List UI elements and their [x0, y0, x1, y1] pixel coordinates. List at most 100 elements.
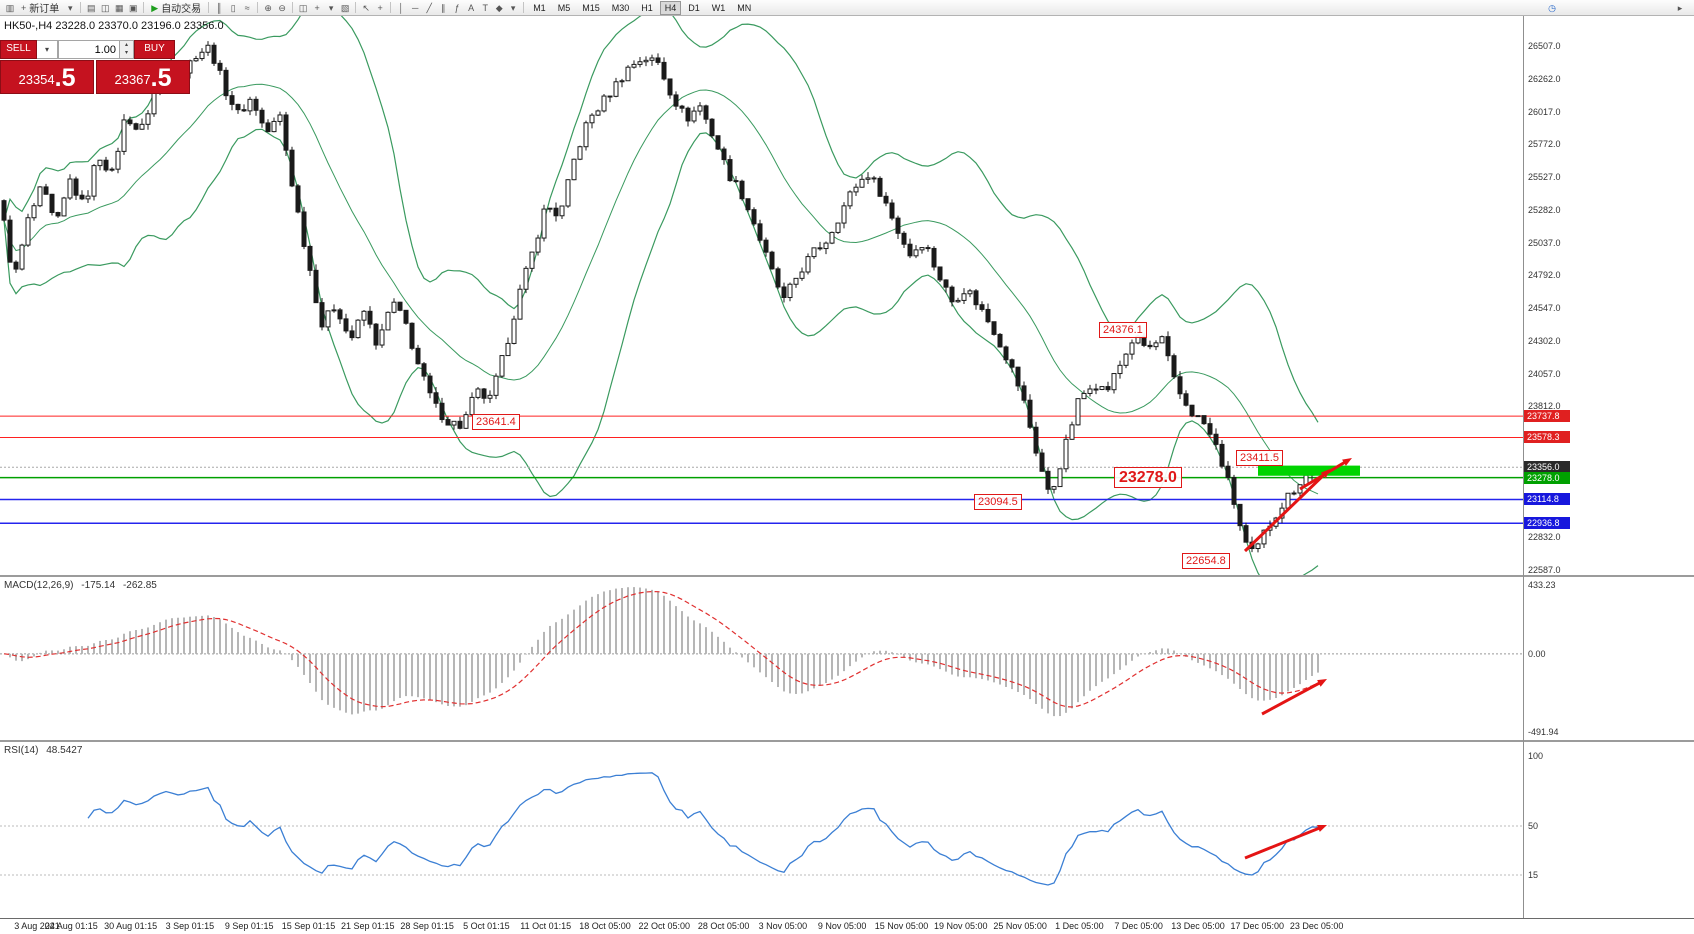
time-axis-label: 24 Aug 01:15	[44, 921, 98, 931]
indicators-icon[interactable]: +	[314, 2, 320, 13]
time-axis-label: 28 Sep 01:15	[400, 921, 454, 931]
volume-stepper[interactable]: ▴ ▾	[120, 40, 134, 59]
timeframe-h1[interactable]: H1	[641, 2, 653, 13]
price-annotation[interactable]: 24376.1	[1099, 322, 1147, 338]
tile-windows-icon[interactable]: ◫	[298, 2, 308, 13]
channel-icon[interactable]: ∥	[440, 2, 446, 13]
price-axis-label: 26262.0	[1528, 73, 1561, 84]
bar-chart-icon[interactable]: ║	[215, 2, 223, 13]
price-tag: 23278.0	[1524, 471, 1570, 484]
market-watch-icon[interactable]: ▤	[87, 2, 96, 13]
rsi-indicator-label: RSI(14) 48.5427	[4, 745, 82, 756]
price-chart-canvas[interactable]	[0, 15, 1694, 575]
crosshair-icon[interactable]: +	[377, 2, 383, 13]
macd-main-value: -175.14	[81, 580, 116, 591]
time-axis-label: 5 Oct 01:15	[463, 921, 510, 931]
timeframe-mn[interactable]: MN	[737, 2, 752, 13]
sell-price-display[interactable]: 23354.5	[0, 60, 94, 94]
time-axis-label: 30 Aug 01:15	[104, 921, 158, 931]
price-axis-label: 22832.0	[1528, 532, 1561, 543]
clock-icon[interactable]: ◷	[1548, 2, 1556, 13]
stepper-up-icon[interactable]: ▴	[124, 42, 128, 48]
timeframe-m1[interactable]: M1	[533, 2, 546, 13]
rsi-value: 48.5427	[46, 745, 83, 756]
timeframe-m15[interactable]: M15	[582, 2, 600, 13]
zoom-out-icon[interactable]: ⊖	[278, 2, 286, 13]
timeframe-m5[interactable]: M5	[557, 2, 571, 13]
macd-panel-canvas[interactable]	[0, 577, 1694, 740]
new-order-button-icon: +	[21, 2, 27, 13]
zoom-in-icon[interactable]: ⊕	[264, 2, 272, 13]
price-axis-label: 25527.0	[1528, 172, 1561, 182]
macd-signal-value: -262.85	[122, 580, 157, 591]
line-chart-icon[interactable]: ≈	[244, 2, 250, 13]
new-order-button[interactable]: + 新订单	[17, 1, 63, 16]
expand-toolbar-icon[interactable]: ▸	[1677, 2, 1683, 13]
sell-price-fraction: .5	[54, 64, 76, 92]
chevron-down-icon[interactable]: ▾	[68, 2, 73, 13]
volume-dropdown[interactable]: ▾	[37, 40, 58, 59]
time-axis-label: 11 Oct 01:15	[520, 921, 572, 931]
time-axis-label: 18 Oct 05:00	[579, 921, 631, 931]
panel-separator[interactable]	[0, 740, 1694, 742]
rsi-axis-label: 15	[1528, 870, 1539, 880]
time-axis-label: 13 Dec 05:00	[1171, 921, 1225, 931]
horizontal-line-icon[interactable]: ─	[411, 2, 419, 13]
timeframe-m30[interactable]: M30	[611, 2, 630, 13]
macd-axis-label: -491.94	[1528, 727, 1559, 737]
toolbar-separator	[355, 2, 357, 13]
price-annotation[interactable]: 23278.0	[1114, 467, 1182, 488]
buy-button[interactable]: BUY	[134, 40, 175, 59]
panel-separator[interactable]	[0, 575, 1694, 577]
shapes-icon[interactable]: ◆	[495, 2, 503, 13]
time-axis-label: 19 Nov 05:00	[934, 921, 988, 931]
chevron-down-icon[interactable]: ▾	[328, 2, 334, 13]
toolbar-separator	[390, 2, 392, 13]
label-icon[interactable]: T	[482, 2, 488, 13]
time-axis-label: 3 Aug 2021	[14, 921, 60, 931]
candlestick-chart-icon[interactable]: ▯	[230, 2, 236, 13]
timeframe-h4[interactable]: H4	[659, 0, 682, 15]
new-chart-icon[interactable]: ▥	[5, 2, 15, 13]
price-tag: 23356.0	[1524, 461, 1570, 474]
timeframe-w1[interactable]: W1	[711, 2, 726, 13]
autotrade-button[interactable]: ▶ 自动交易	[147, 1, 205, 16]
rsi-panel-canvas[interactable]	[0, 742, 1694, 918]
rsi-axis-label: 100	[1528, 751, 1544, 761]
toolbar-separator	[292, 2, 294, 13]
price-axis-line	[1523, 15, 1524, 918]
price-axis-label: 26017.0	[1528, 106, 1561, 117]
trendline-icon[interactable]: ╱	[426, 2, 432, 13]
price-annotation[interactable]: 23641.4	[472, 414, 520, 430]
macd-axis-label: 433.23	[1528, 580, 1556, 590]
stepper-down-icon[interactable]: ▾	[124, 50, 128, 56]
toolbar-separator	[80, 2, 82, 13]
buy-price-display[interactable]: 23367.5	[96, 60, 190, 94]
data-window-icon[interactable]: ◫	[101, 2, 110, 13]
price-tag: 22936.8	[1524, 517, 1570, 530]
navigator-icon[interactable]: ▦	[115, 2, 124, 13]
vertical-line-icon[interactable]: │	[398, 2, 404, 13]
price-annotation[interactable]: 23094.5	[974, 494, 1022, 510]
templates-icon[interactable]: ▧	[340, 2, 350, 13]
terminal-icon[interactable]: ▣	[129, 2, 138, 13]
price-annotation[interactable]: 23411.5	[1236, 450, 1283, 466]
price-axis-label: 23812.0	[1528, 401, 1561, 412]
toolbar-separator	[257, 2, 259, 13]
macd-name: MACD(12,26,9)	[4, 580, 74, 591]
price-axis-label: 24057.0	[1528, 368, 1561, 379]
chevron-down-icon[interactable]: ▾	[510, 2, 516, 13]
volume-input[interactable]	[58, 40, 120, 59]
time-axis-label: 22 Oct 05:00	[638, 921, 691, 931]
cursor-icon[interactable]: ↖	[362, 2, 370, 13]
text-icon[interactable]: A	[468, 2, 475, 13]
timeframe-d1[interactable]: D1	[688, 2, 700, 13]
sell-button[interactable]: SELL	[0, 40, 37, 59]
fibonacci-icon[interactable]: ƒ	[454, 2, 460, 13]
sell-price-main: 23354	[18, 72, 55, 87]
time-axis-label: 15 Nov 05:00	[874, 921, 929, 931]
price-annotation[interactable]: 22654.8	[1182, 553, 1230, 569]
symbol-ohlc-info: HK50-,H4 23228.0 23370.0 23196.0 23356.0	[4, 20, 224, 32]
price-tag: 23737.8	[1524, 410, 1570, 423]
